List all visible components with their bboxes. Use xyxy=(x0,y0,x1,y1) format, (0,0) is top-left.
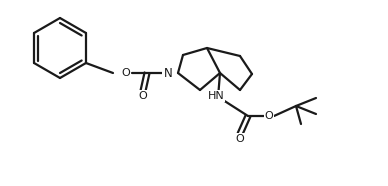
Text: N: N xyxy=(164,67,172,79)
Text: O: O xyxy=(265,111,274,121)
Text: O: O xyxy=(139,91,147,101)
Text: O: O xyxy=(121,68,130,78)
Text: O: O xyxy=(236,134,244,144)
Text: HN: HN xyxy=(208,91,224,101)
